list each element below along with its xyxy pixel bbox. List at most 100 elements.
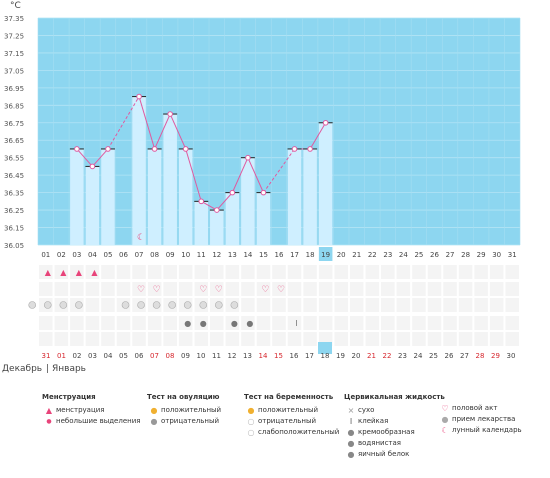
calendar-cell xyxy=(303,316,317,330)
legend-item: × сухо xyxy=(344,405,445,416)
x-tick-label: 14 xyxy=(243,251,252,259)
calendar-cell xyxy=(163,332,177,346)
calendar-cell xyxy=(318,282,333,296)
calendar-day-label: 15 xyxy=(274,352,283,360)
small-drop-icon: ● xyxy=(46,418,52,425)
calendar-cell xyxy=(396,316,411,330)
calendar-cell xyxy=(287,332,302,346)
y-tick-label: 37.05 xyxy=(4,67,24,75)
calendar-cell xyxy=(489,316,504,330)
temperature-segment xyxy=(107,96,140,150)
calendar-cell xyxy=(303,265,317,279)
temperature-point xyxy=(322,119,329,126)
calendar-day-label: 25 xyxy=(429,352,438,360)
calendar-cell xyxy=(116,282,131,296)
calendar-cell xyxy=(303,298,317,312)
calendar-cell xyxy=(241,332,255,346)
calendar-cell xyxy=(349,282,364,296)
calendar-cell xyxy=(272,282,286,296)
calendar-cell xyxy=(412,282,426,296)
legend-item: ● водянистая xyxy=(344,438,445,449)
calendar-cell xyxy=(178,265,193,279)
x-tick-label: 11 xyxy=(197,251,206,259)
temperature-bar xyxy=(101,148,115,245)
calendar-cell xyxy=(489,282,504,296)
temperature-segment xyxy=(201,200,218,211)
heart-icon: ♡ xyxy=(215,285,223,295)
calendar-day-label: 24 xyxy=(414,352,423,360)
cream-fluid-icon: ● xyxy=(231,319,238,328)
calendar-day-label: 27 xyxy=(460,352,469,360)
calendar-cell xyxy=(505,332,519,346)
calendar-cell xyxy=(39,282,53,296)
temperature-point xyxy=(89,163,96,170)
calendar-day-label: 09 xyxy=(181,352,190,360)
calendar-cell xyxy=(427,332,442,346)
calendar-cell xyxy=(147,316,162,330)
calendar-cell xyxy=(241,316,255,330)
calendar-cell xyxy=(147,282,162,296)
x-tick-label: 21 xyxy=(352,251,361,259)
calendar-cell xyxy=(210,332,224,346)
calendar-cell xyxy=(334,332,348,346)
calendar-cell xyxy=(287,316,302,330)
temperature-segment xyxy=(76,148,93,167)
calendar-cell xyxy=(349,332,364,346)
calendar-cell xyxy=(334,298,348,312)
calendar-cell xyxy=(412,298,426,312)
calendar-cell xyxy=(70,265,84,279)
calendar-cell xyxy=(427,298,442,312)
y-tick-label: 36.25 xyxy=(4,207,24,215)
test-circle-icon xyxy=(121,301,130,309)
calendar-cell xyxy=(427,265,442,279)
y-tick-label: 37.35 xyxy=(4,15,24,23)
calendar-cell xyxy=(334,265,348,279)
month-prev: Декабрь xyxy=(2,364,43,374)
legend-item: ☾ лунный календарь xyxy=(438,425,521,436)
drop-fluid-icon: ● xyxy=(200,319,207,328)
calendar-cell xyxy=(85,298,100,312)
calendar-cell xyxy=(474,298,488,312)
calendar-cell xyxy=(365,282,380,296)
temperature-bar xyxy=(147,148,162,245)
test-circle-icon xyxy=(137,301,145,309)
calendar-cell xyxy=(256,282,271,296)
calendar-cell xyxy=(39,332,53,346)
temperature-segment xyxy=(247,157,264,193)
x-tick-label: 27 xyxy=(446,251,455,259)
calendar-cell xyxy=(241,282,255,296)
x-tick-label: 18 xyxy=(306,251,315,259)
legend-title: Тест на беременность xyxy=(244,393,334,401)
menstruation-icon: ▲ xyxy=(60,268,67,277)
calendar-cell xyxy=(381,298,395,312)
legend-item: ● небольшие выделения xyxy=(42,416,140,427)
calendar-cell xyxy=(458,316,473,330)
y-tick-label: 36.15 xyxy=(4,225,24,233)
legend-title: Менструация xyxy=(42,393,96,401)
calendar-cell xyxy=(474,316,488,330)
test-circle-icon xyxy=(199,301,208,309)
temperature-point xyxy=(151,146,158,152)
calendar-day-label: 18 xyxy=(321,352,330,360)
calendar-cell xyxy=(334,316,348,330)
x-tick-label: 23 xyxy=(383,251,392,259)
calendar-cell xyxy=(443,298,457,312)
drop-fluid-icon: ● xyxy=(246,319,253,328)
temperature-bar xyxy=(303,148,317,245)
sticky-icon: I xyxy=(349,417,353,426)
temperature-point xyxy=(74,146,80,152)
temperature-segment xyxy=(169,113,187,150)
calendar-cell xyxy=(101,298,115,312)
y-tick-label: 36.65 xyxy=(4,137,24,145)
calendar-cell xyxy=(163,265,177,279)
calendar-cell xyxy=(365,265,380,279)
y-tick-label: 37.25 xyxy=(4,32,24,40)
temperature-bar xyxy=(241,157,255,245)
calendar-cell xyxy=(194,316,209,330)
x-tick-label: 31 xyxy=(508,251,517,259)
calendar-day-label: 06 xyxy=(135,352,144,360)
calendar-day-label: 01 xyxy=(57,352,66,360)
calendar-cell xyxy=(489,265,504,279)
temperature-point xyxy=(182,146,189,152)
